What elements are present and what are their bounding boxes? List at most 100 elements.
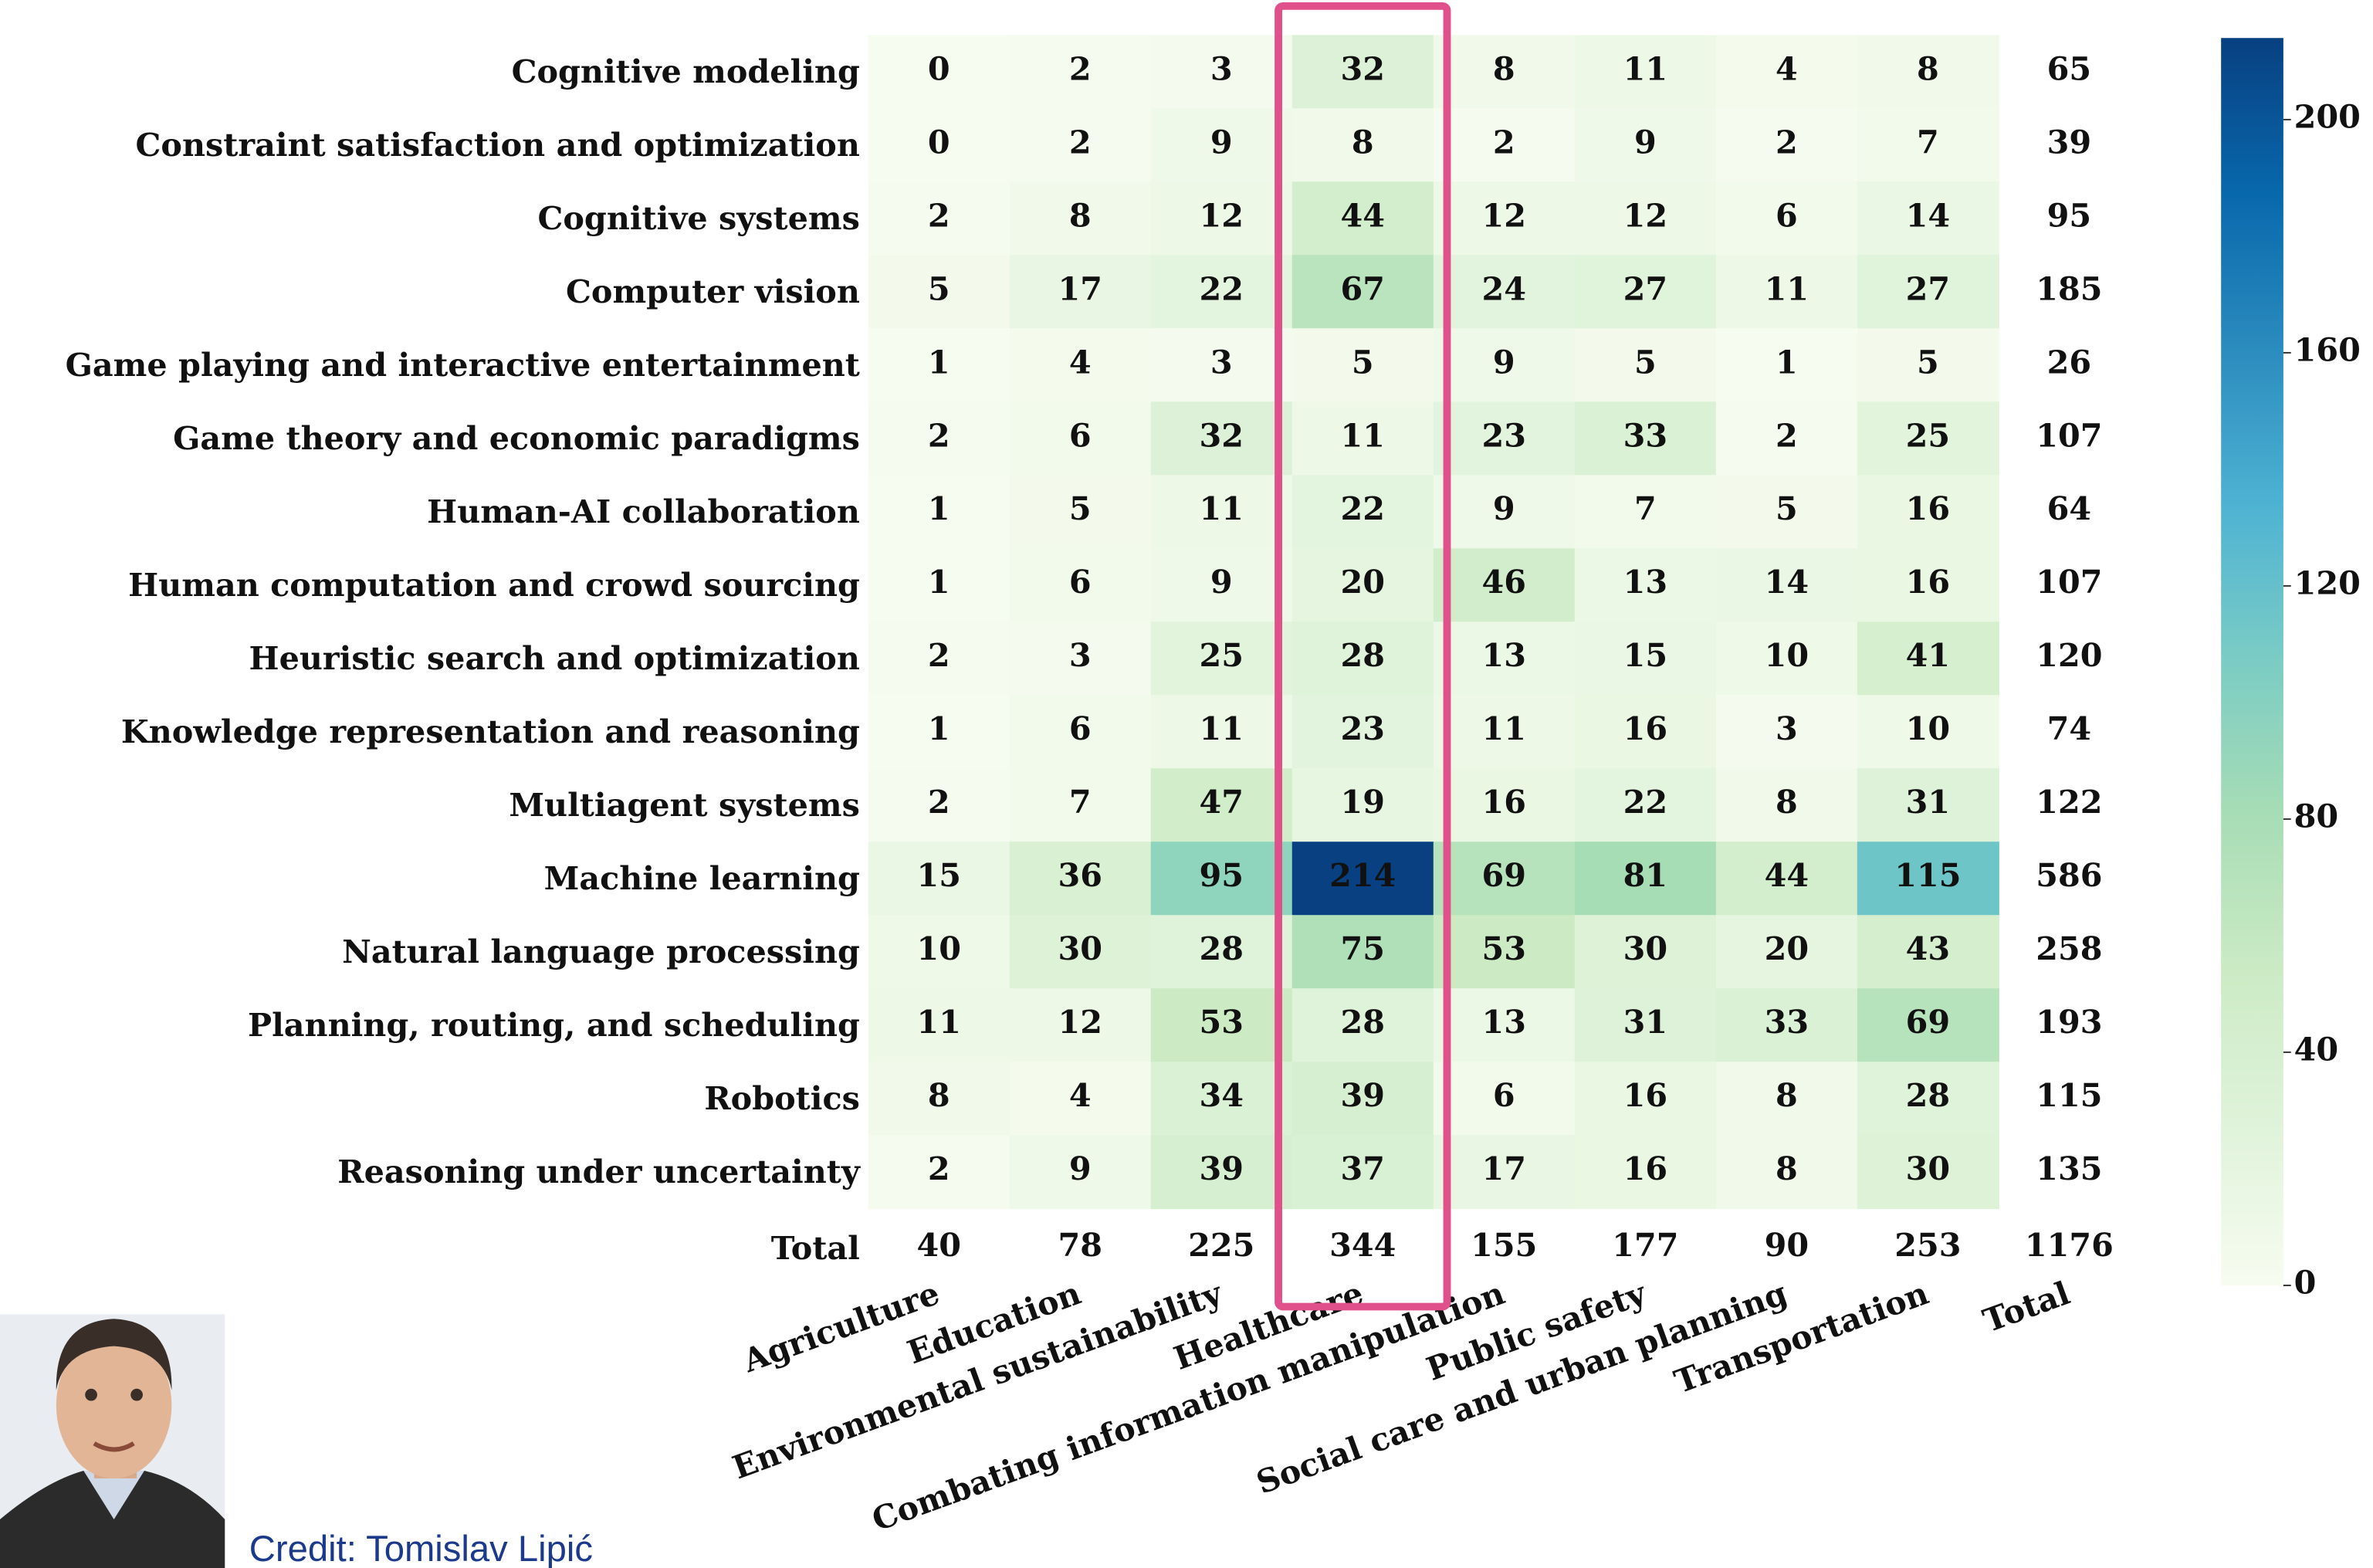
cell-label: 16 xyxy=(1482,783,1527,821)
heatmap-cell xyxy=(1574,988,1717,1063)
cell-label: 31 xyxy=(1623,1003,1668,1041)
heatmap-cell xyxy=(1433,988,1576,1063)
heatmap-cell xyxy=(1150,108,1293,183)
cell-label: 9 xyxy=(1493,343,1515,381)
cell-label: 23 xyxy=(1482,416,1527,454)
cell-label: 27 xyxy=(1623,269,1668,307)
cell-label: 8 xyxy=(1776,783,1798,821)
heatmap-cell xyxy=(1715,401,1858,476)
cell-label: 14 xyxy=(1765,563,1809,601)
highlight-box xyxy=(1275,2,1451,1311)
cell-label: 39 xyxy=(1200,1150,1244,1187)
heatmap-cell xyxy=(1009,842,1152,916)
cell-label: 8 xyxy=(928,1076,950,1114)
heatmap-cell xyxy=(1857,548,1999,623)
heatmap-cell xyxy=(868,255,1010,330)
cell-label: 13 xyxy=(1623,563,1668,601)
heatmap-cell xyxy=(1715,621,1858,696)
row-label: Planning, routing, and scheduling xyxy=(248,1006,860,1044)
heatmap-cell xyxy=(1150,255,1293,330)
row-total: 74 xyxy=(2047,709,2092,747)
heatmap-cell xyxy=(1433,475,1576,550)
cell-label: 214 xyxy=(1329,856,1396,894)
heatmap-cell xyxy=(1433,768,1576,843)
heatmap-cell xyxy=(1433,108,1576,183)
cell-label: 5 xyxy=(1069,489,1092,527)
heatmap-cell xyxy=(1009,1062,1152,1136)
cell-label: 9 xyxy=(1069,1150,1092,1187)
column-label: Total xyxy=(1978,1274,2074,1339)
cell-label: 6 xyxy=(1493,1076,1515,1114)
heatmap-cell xyxy=(1009,35,1152,110)
colorbar-tick-label: 40 xyxy=(2294,1030,2339,1068)
row-label: Game playing and interactive entertainme… xyxy=(66,346,860,384)
cell-label: 10 xyxy=(1906,709,1951,747)
heatmap-cell xyxy=(1715,181,1858,256)
column-total: 177 xyxy=(1612,1226,1678,1264)
cell-label: 0 xyxy=(928,49,950,87)
heatmap-cell xyxy=(1009,695,1152,770)
cell-label: 5 xyxy=(1917,343,1939,381)
cell-label: 47 xyxy=(1200,783,1244,821)
row-total: 122 xyxy=(2036,783,2102,821)
row-total: 65 xyxy=(2047,49,2092,87)
heatmap-cell xyxy=(868,621,1010,696)
cell-label: 9 xyxy=(1210,123,1233,161)
heatmap-cell xyxy=(1291,1062,1434,1136)
cell-label: 2 xyxy=(1069,49,1092,87)
cell-label: 30 xyxy=(1906,1150,1951,1187)
heatmap-cell xyxy=(1009,1135,1152,1210)
cell-label: 1 xyxy=(1776,343,1798,381)
heatmap-cell xyxy=(1715,475,1858,550)
cell-label: 10 xyxy=(1765,636,1809,674)
cell-label: 95 xyxy=(1200,856,1244,894)
cell-label: 2 xyxy=(928,196,950,234)
photo xyxy=(0,1314,225,1568)
cell-label: 5 xyxy=(1634,343,1657,381)
cell-label: 5 xyxy=(1352,343,1374,381)
colorbar-tick-label: 200 xyxy=(2294,97,2361,135)
heatmap-cell xyxy=(1715,35,1858,110)
cell-label: 115 xyxy=(1894,856,1961,894)
heatmap-cell xyxy=(1291,768,1434,843)
heatmap-cell xyxy=(1291,695,1434,770)
cell-label: 13 xyxy=(1482,1003,1527,1041)
cell-label: 2 xyxy=(928,416,950,454)
heatmap-cell xyxy=(1433,35,1576,110)
heatmap-cell xyxy=(1150,328,1293,403)
cell-label: 10 xyxy=(916,930,961,967)
row-total: 107 xyxy=(2036,563,2102,601)
cell-label: 6 xyxy=(1069,563,1092,601)
colorbar-tick-label: 80 xyxy=(2294,797,2339,835)
heatmap-cell xyxy=(1715,255,1858,330)
heatmap-cell xyxy=(1574,328,1717,403)
column-total: 225 xyxy=(1188,1226,1254,1264)
heatmap-cell xyxy=(1433,328,1576,403)
heatmap-cell xyxy=(1857,1062,1999,1136)
heatmap-cell xyxy=(1009,181,1152,256)
heatmap-cell xyxy=(1857,768,1999,843)
cell-label: 75 xyxy=(1341,930,1386,967)
cell-label: 19 xyxy=(1341,783,1386,821)
colorbar-tick-label: 0 xyxy=(2294,1263,2317,1301)
cell-label: 2 xyxy=(1069,123,1092,161)
cell-label: 27 xyxy=(1906,269,1951,307)
cell-label: 17 xyxy=(1482,1150,1527,1187)
column-total: 90 xyxy=(1765,1226,1809,1264)
heatmap-cell xyxy=(1715,768,1858,843)
cell-label: 28 xyxy=(1341,636,1386,674)
heatmap-cell xyxy=(1715,108,1858,183)
heatmap-cell xyxy=(868,108,1010,183)
heatmap-cell xyxy=(1150,548,1293,623)
column-label: Environmental sustainability xyxy=(727,1274,1227,1487)
cell-label: 9 xyxy=(1493,489,1515,527)
cell-label: 9 xyxy=(1210,563,1233,601)
heatmap-cell xyxy=(1574,475,1717,550)
row-label: Natural language processing xyxy=(342,933,860,970)
cell-label: 3 xyxy=(1210,343,1233,381)
heatmap-cell xyxy=(1433,1135,1576,1210)
cell-label: 12 xyxy=(1058,1003,1102,1041)
heatmap-cell xyxy=(1857,401,1999,476)
cell-label: 3 xyxy=(1210,49,1233,87)
